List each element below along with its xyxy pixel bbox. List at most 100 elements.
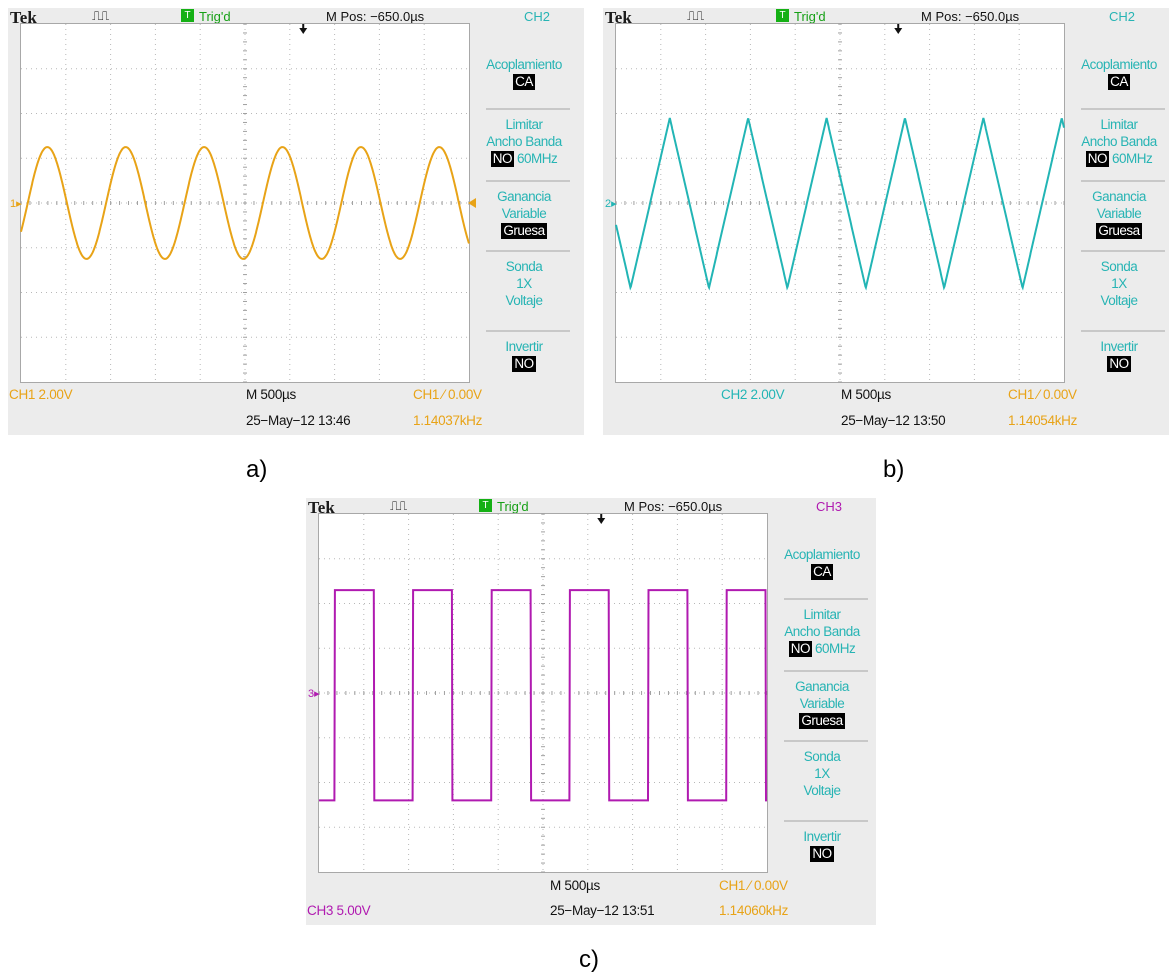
menu-value: NO: [1107, 356, 1131, 372]
menu-label: Variable: [799, 696, 845, 711]
channel-menu: Acoplamiento CA Limitar Ancho Banda NO 60MHz G…: [770, 516, 874, 876]
trigger-icon: T: [776, 9, 789, 22]
menu-label: Acoplamiento: [486, 57, 562, 72]
channel-menu: Acoplamiento CA Limitar Ancho Banda NO 60MHz G…: [472, 26, 576, 386]
menu-line: Ganancia: [770, 678, 874, 695]
trigger-status-text: Trig'd: [794, 9, 826, 24]
menu-line: Ancho Banda: [1067, 133, 1171, 150]
channel-menu: Acoplamiento CA Limitar Ancho Banda NO 60MHz G…: [1067, 26, 1171, 386]
menu-separator: [784, 740, 868, 742]
menu-label: Ganancia: [497, 189, 551, 204]
menu-separator: [1081, 108, 1165, 110]
menu-value: CA: [513, 74, 535, 90]
m-pos: M Pos: −650.0µs: [624, 499, 723, 514]
menu-line: NO: [1067, 355, 1171, 372]
menu-line: Gruesa: [472, 222, 576, 239]
channel-title: CH3: [815, 499, 842, 514]
channel-marker: 3▸: [308, 688, 320, 700]
menu-invert[interactable]: Invertir NO: [1067, 338, 1171, 372]
trigger-status-text: Trig'd: [199, 9, 231, 24]
trigger-level-icon: [468, 198, 476, 208]
scope-b: Tek ⎍⎍ T Trig'd M Pos: −650.0µs CH2 2▸ Ac…: [603, 8, 1169, 435]
menu-bw-freq: 60MHz: [1111, 151, 1153, 166]
caption-c: c): [579, 946, 599, 973]
menu-line: Limitar: [472, 116, 576, 133]
menu-gain[interactable]: Ganancia Variable Gruesa: [770, 678, 874, 729]
menu-value: Gruesa: [1096, 223, 1142, 239]
menu-coupling[interactable]: Acoplamiento CA: [472, 56, 576, 90]
waveform-trace: [615, 117, 1065, 291]
menu-label: Invertir: [1100, 339, 1138, 354]
menu-label: Variable: [1096, 206, 1142, 221]
menu-line: 1X: [1067, 275, 1171, 292]
menu-probe[interactable]: Sonda 1X Voltaje: [472, 258, 576, 309]
trigger-status: T Trig'd: [181, 9, 231, 24]
menu-value: NO: [788, 641, 812, 657]
menu-value: NO: [490, 151, 514, 167]
scope-c: Tek ⎍⎍ T Trig'd M Pos: −650.0µs CH3 3▸ Ac…: [306, 498, 876, 925]
menu-line: Ganancia: [1067, 188, 1171, 205]
scope-topbar: Tek ⎍⎍ T Trig'd M Pos: −650.0µs CH2: [603, 8, 1169, 27]
m-pos: M Pos: −650.0µs: [921, 9, 1020, 24]
menu-coupling[interactable]: Acoplamiento CA: [770, 546, 874, 580]
menu-probe[interactable]: Sonda 1X Voltaje: [1067, 258, 1171, 309]
caption-b: b): [883, 456, 905, 483]
menu-coupling[interactable]: Acoplamiento CA: [1067, 56, 1171, 90]
menu-line: 1X: [472, 275, 576, 292]
menu-line: CA: [1067, 73, 1171, 90]
date-time: 25−May−12 13:46: [246, 413, 351, 428]
menu-label: Ancho Banda: [1081, 134, 1157, 149]
menu-separator: [1081, 250, 1165, 252]
date-time: 25−May−12 13:51: [550, 903, 655, 918]
menu-invert[interactable]: Invertir NO: [472, 338, 576, 372]
timebase: M 500µs: [841, 387, 891, 402]
menu-line: Variable: [770, 695, 874, 712]
m-pos: M Pos: −650.0µs: [326, 9, 425, 24]
trigger-info: CH1 ⁄ 0.00V: [413, 387, 482, 402]
menu-bandwidth[interactable]: Limitar Ancho Banda NO 60MHz: [472, 116, 576, 167]
channel-scale: CH1 2.00V: [9, 387, 73, 402]
menu-line: Sonda: [770, 748, 874, 765]
channel-scale: CH2 2.00V: [721, 387, 785, 402]
menu-line: Invertir: [472, 338, 576, 355]
menu-value: NO: [512, 356, 536, 372]
menu-gain[interactable]: Ganancia Variable Gruesa: [1067, 188, 1171, 239]
menu-separator: [1081, 180, 1165, 182]
menu-line: NO: [770, 845, 874, 862]
menu-line: Voltaje: [472, 292, 576, 309]
menu-label: Voltaje: [1100, 293, 1138, 308]
menu-bandwidth[interactable]: Limitar Ancho Banda NO 60MHz: [1067, 116, 1171, 167]
acquisition-icon: ⎍⎍: [390, 498, 407, 513]
menu-separator: [784, 598, 868, 600]
menu-label: Ancho Banda: [486, 134, 562, 149]
trigger-status: T Trig'd: [776, 9, 826, 24]
scope-topbar: Tek ⎍⎍ T Trig'd M Pos: −650.0µs CH2: [8, 8, 584, 27]
menu-line: NO 60MHz: [1067, 150, 1171, 167]
date-time: 25−May−12 13:50: [841, 413, 946, 428]
menu-line: CA: [472, 73, 576, 90]
menu-bandwidth[interactable]: Limitar Ancho Banda NO 60MHz: [770, 606, 874, 657]
trigger-icon: T: [479, 499, 492, 512]
menu-line: NO 60MHz: [770, 640, 874, 657]
menu-label: 1X: [516, 276, 532, 291]
menu-line: Invertir: [770, 828, 874, 845]
menu-label: 1X: [1111, 276, 1127, 291]
menu-line: NO 60MHz: [472, 150, 576, 167]
menu-invert[interactable]: Invertir NO: [770, 828, 874, 862]
menu-value: Gruesa: [501, 223, 547, 239]
menu-line: NO: [472, 355, 576, 372]
menu-label: Ancho Banda: [784, 624, 860, 639]
menu-label: Limitar: [803, 607, 841, 622]
menu-gain[interactable]: Ganancia Variable Gruesa: [472, 188, 576, 239]
waveform-svg: 3▸: [308, 513, 768, 873]
menu-separator: [486, 108, 570, 110]
trigger-icon: T: [181, 9, 194, 22]
menu-label: Invertir: [505, 339, 543, 354]
menu-separator: [784, 820, 868, 822]
menu-probe[interactable]: Sonda 1X Voltaje: [770, 748, 874, 799]
menu-line: Acoplamiento: [472, 56, 576, 73]
trigger-status: T Trig'd: [479, 499, 529, 514]
channel-marker: 2▸: [605, 198, 617, 210]
menu-line: Invertir: [1067, 338, 1171, 355]
menu-line: Voltaje: [1067, 292, 1171, 309]
